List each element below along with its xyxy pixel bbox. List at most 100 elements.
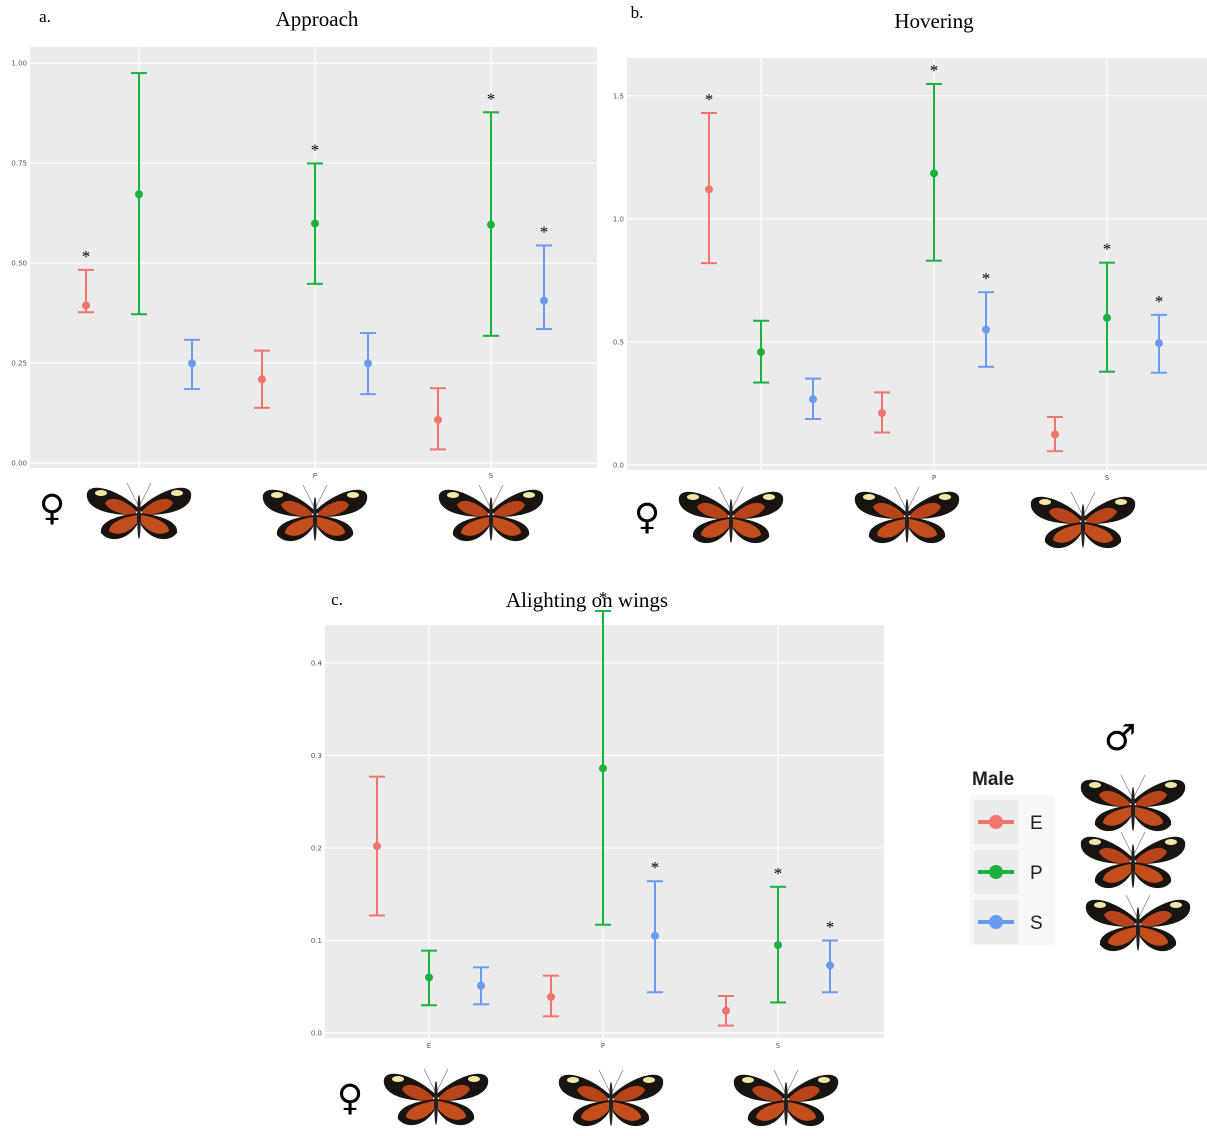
point [258, 375, 266, 383]
legend-title: Male [972, 769, 1014, 790]
butterfly [1081, 832, 1185, 888]
chart-title: Hovering [894, 9, 974, 33]
chart-title: Alighting on wings [506, 588, 668, 612]
point [705, 185, 713, 193]
point [540, 297, 548, 305]
point [364, 359, 372, 367]
y-tick-label: 0.1 [311, 937, 322, 945]
y-tick-label: 0.5 [613, 338, 624, 346]
body [729, 499, 733, 543]
point [878, 409, 886, 417]
figure: 0.00 0.25 0.50 0.75 1.00 P S * * * * a. Approach ♀ 0.0… [0, 0, 1207, 1136]
body [137, 495, 141, 539]
y-tick-label: 0.25 [11, 360, 27, 368]
significance-mark: * [705, 90, 714, 109]
significance-mark: * [826, 917, 835, 936]
butterfly [87, 483, 191, 539]
point [311, 219, 319, 227]
legend-label: S [1030, 913, 1043, 934]
x-tick-label: S [776, 1042, 781, 1050]
significance-mark: * [651, 858, 660, 877]
female-symbol: ♀ [337, 1078, 363, 1119]
wing-spot [567, 1077, 579, 1083]
legend-key-point [989, 815, 1003, 829]
body [1136, 907, 1140, 951]
body [609, 1082, 613, 1126]
significance-mark: * [982, 269, 991, 288]
wing-spot [523, 492, 535, 498]
point [930, 169, 938, 177]
wing-spot [1165, 782, 1177, 788]
y-tick-label: 1.00 [11, 60, 27, 68]
wing-spot [742, 1077, 754, 1083]
body [313, 497, 317, 541]
body [434, 1081, 438, 1125]
point [982, 326, 990, 334]
male-symbol: ♂ [1104, 718, 1136, 759]
y-tick-label: 0.0 [311, 1030, 322, 1038]
point [599, 764, 607, 772]
significance-mark: * [540, 222, 549, 241]
wing-spot [347, 492, 359, 498]
point [547, 993, 555, 1001]
y-tick-label: 0.2 [311, 844, 322, 852]
y-tick-label: 0.50 [11, 260, 27, 268]
wing-spot [818, 1077, 830, 1083]
point [434, 416, 442, 424]
point [757, 348, 765, 356]
wing-spot [1115, 499, 1127, 505]
y-tick-label: 1.0 [613, 215, 624, 223]
y-tick-label: 0.75 [11, 160, 27, 168]
significance-mark: * [82, 247, 91, 266]
chart-title: Approach [276, 7, 359, 31]
legend-key-point [989, 865, 1003, 879]
butterfly [1081, 775, 1185, 831]
point [651, 932, 659, 940]
significance-mark: * [311, 140, 320, 159]
wing-spot [1089, 839, 1101, 845]
wing-spot [763, 494, 775, 500]
significance-mark: * [774, 864, 783, 883]
x-tick-label: P [932, 474, 936, 482]
panel-label: b. [631, 3, 644, 22]
x-tick-label: E [427, 1042, 431, 1050]
point [82, 301, 90, 309]
wing-spot [863, 494, 875, 500]
wing-spot [392, 1076, 404, 1082]
panel-label: c. [331, 590, 343, 609]
significance-mark: * [487, 89, 496, 108]
female-symbol: ♀ [39, 488, 65, 529]
butterfly [855, 487, 959, 543]
plot-background [30, 47, 597, 468]
point [774, 941, 782, 949]
point [425, 973, 433, 981]
female-symbol: ♀ [634, 497, 660, 538]
body [784, 1082, 788, 1126]
wing-spot [1094, 902, 1106, 908]
wing-spot [1089, 782, 1101, 788]
y-tick-label: 0.0 [613, 462, 624, 470]
wing-spot [447, 492, 459, 498]
significance-mark: * [930, 61, 939, 80]
wing-spot [95, 490, 107, 496]
butterfly [559, 1070, 663, 1126]
butterfly [1031, 492, 1135, 548]
wing-spot [171, 490, 183, 496]
wing-spot [939, 494, 951, 500]
body [1131, 787, 1135, 831]
y-tick-label: 0.00 [11, 460, 27, 468]
wing-spot [468, 1076, 480, 1082]
panel-label: a. [39, 7, 51, 26]
butterfly [439, 485, 543, 541]
butterfly [734, 1070, 838, 1126]
point [135, 190, 143, 198]
point [722, 1007, 730, 1015]
wing-spot [1039, 499, 1051, 505]
butterfly [263, 485, 367, 541]
point [487, 221, 495, 229]
x-tick-label: P [601, 1042, 605, 1050]
plot-background [325, 625, 884, 1038]
point [1103, 314, 1111, 322]
wing-spot [687, 494, 699, 500]
significance-mark: * [1103, 240, 1112, 259]
